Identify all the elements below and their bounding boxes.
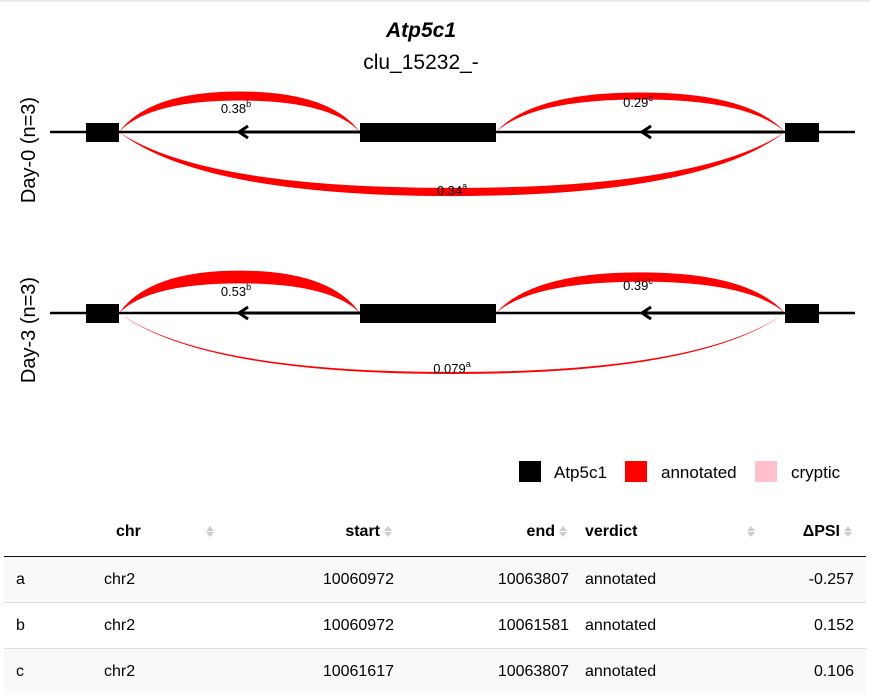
table-row: c chr2 10061617 10063807 annotated 0.106 bbox=[4, 648, 866, 694]
legend: Atp5c1 annotated cryptic bbox=[519, 461, 841, 482]
track-label: Day-0 (n=3) bbox=[18, 97, 40, 203]
strand-arrow bbox=[639, 305, 783, 321]
junction-b-arc bbox=[119, 91, 360, 132]
table-row: b chr2 10060972 10061581 annotated 0.152 bbox=[4, 602, 866, 649]
header-dpsi[interactable]: ΔPSI bbox=[765, 508, 866, 557]
junction-a-label: 0.34a bbox=[437, 181, 467, 198]
junction-c-arc bbox=[496, 92, 785, 132]
header-index bbox=[4, 508, 96, 557]
track-day-0: Day-0 (n=3) 0.38b 0.29c 0.34a bbox=[18, 91, 855, 203]
exon bbox=[785, 304, 819, 323]
exon bbox=[86, 123, 119, 142]
junction-c-label: 0.39c bbox=[623, 276, 653, 293]
exon bbox=[86, 304, 119, 323]
legend-swatch-annotated bbox=[625, 461, 647, 482]
sort-icon[interactable] bbox=[747, 525, 757, 538]
table-row: a chr2 10060972 10063807 annotated -0.25… bbox=[4, 556, 866, 603]
legend-swatch-cryptic bbox=[755, 461, 777, 482]
junction-b-label: 0.38b bbox=[221, 99, 251, 116]
sort-icon[interactable] bbox=[384, 525, 394, 538]
junction-b-label: 0.53b bbox=[221, 282, 251, 299]
exon bbox=[360, 304, 496, 323]
top-border bbox=[0, 0, 870, 2]
cell-start: 10060972 bbox=[224, 602, 394, 649]
exon bbox=[360, 123, 496, 142]
strand-arrow bbox=[236, 305, 360, 321]
cell-end: 10063807 bbox=[394, 556, 569, 603]
cell-dpsi: -0.257 bbox=[765, 556, 866, 603]
header-verdict[interactable]: verdict bbox=[569, 508, 765, 557]
junction-b-arc bbox=[119, 270, 360, 313]
header-chr[interactable]: chr bbox=[96, 508, 224, 557]
sort-icon[interactable] bbox=[206, 525, 216, 538]
junction-a-label: 0.079a bbox=[433, 359, 471, 376]
junction-a-arc bbox=[119, 132, 785, 197]
strand-arrow bbox=[236, 124, 360, 140]
plot-title: Atp5c1 bbox=[385, 19, 456, 42]
cell-end: 10061581 bbox=[394, 602, 569, 649]
strand-arrow bbox=[639, 124, 783, 140]
row-index: c bbox=[4, 648, 96, 694]
sort-icon[interactable] bbox=[844, 525, 854, 538]
track-day-3: Day-3 (n=3) 0.53b 0.39c 0.079a bbox=[18, 270, 855, 383]
legend-swatch-atp5c1 bbox=[519, 461, 541, 482]
cell-chr: chr2 bbox=[96, 602, 224, 649]
cell-start: 10061617 bbox=[224, 648, 394, 694]
cell-chr: chr2 bbox=[96, 556, 224, 603]
cell-end: 10063807 bbox=[394, 648, 569, 694]
junction-c-label: 0.29c bbox=[623, 93, 653, 110]
splicing-plot: Atp5c1 clu_15232_- Day-0 (n=3) 0.38b 0.2… bbox=[18, 19, 855, 482]
junction-c-arc bbox=[496, 272, 785, 313]
junction-table: chr start end verdict ΔPSI bbox=[4, 508, 866, 694]
row-index: a bbox=[4, 556, 96, 603]
cell-start: 10060972 bbox=[224, 556, 394, 603]
legend-label-cryptic: cryptic bbox=[791, 463, 841, 482]
cell-chr: chr2 bbox=[96, 648, 224, 694]
plot-subtitle: clu_15232_- bbox=[363, 51, 479, 74]
exon bbox=[785, 123, 819, 142]
table-header-row: chr start end verdict ΔPSI bbox=[4, 508, 866, 557]
header-start[interactable]: start bbox=[224, 508, 394, 557]
header-end[interactable]: end bbox=[394, 508, 569, 557]
cell-verdict: annotated bbox=[569, 602, 765, 649]
track-label: Day-3 (n=3) bbox=[18, 277, 40, 383]
cell-dpsi: 0.106 bbox=[765, 648, 866, 694]
cell-verdict: annotated bbox=[569, 648, 765, 694]
legend-label-atp5c1: Atp5c1 bbox=[554, 463, 607, 482]
legend-label-annotated: annotated bbox=[661, 463, 737, 482]
cell-verdict: annotated bbox=[569, 556, 765, 603]
sort-icon[interactable] bbox=[559, 525, 569, 538]
row-index: b bbox=[4, 602, 96, 649]
cell-dpsi: 0.152 bbox=[765, 602, 866, 649]
